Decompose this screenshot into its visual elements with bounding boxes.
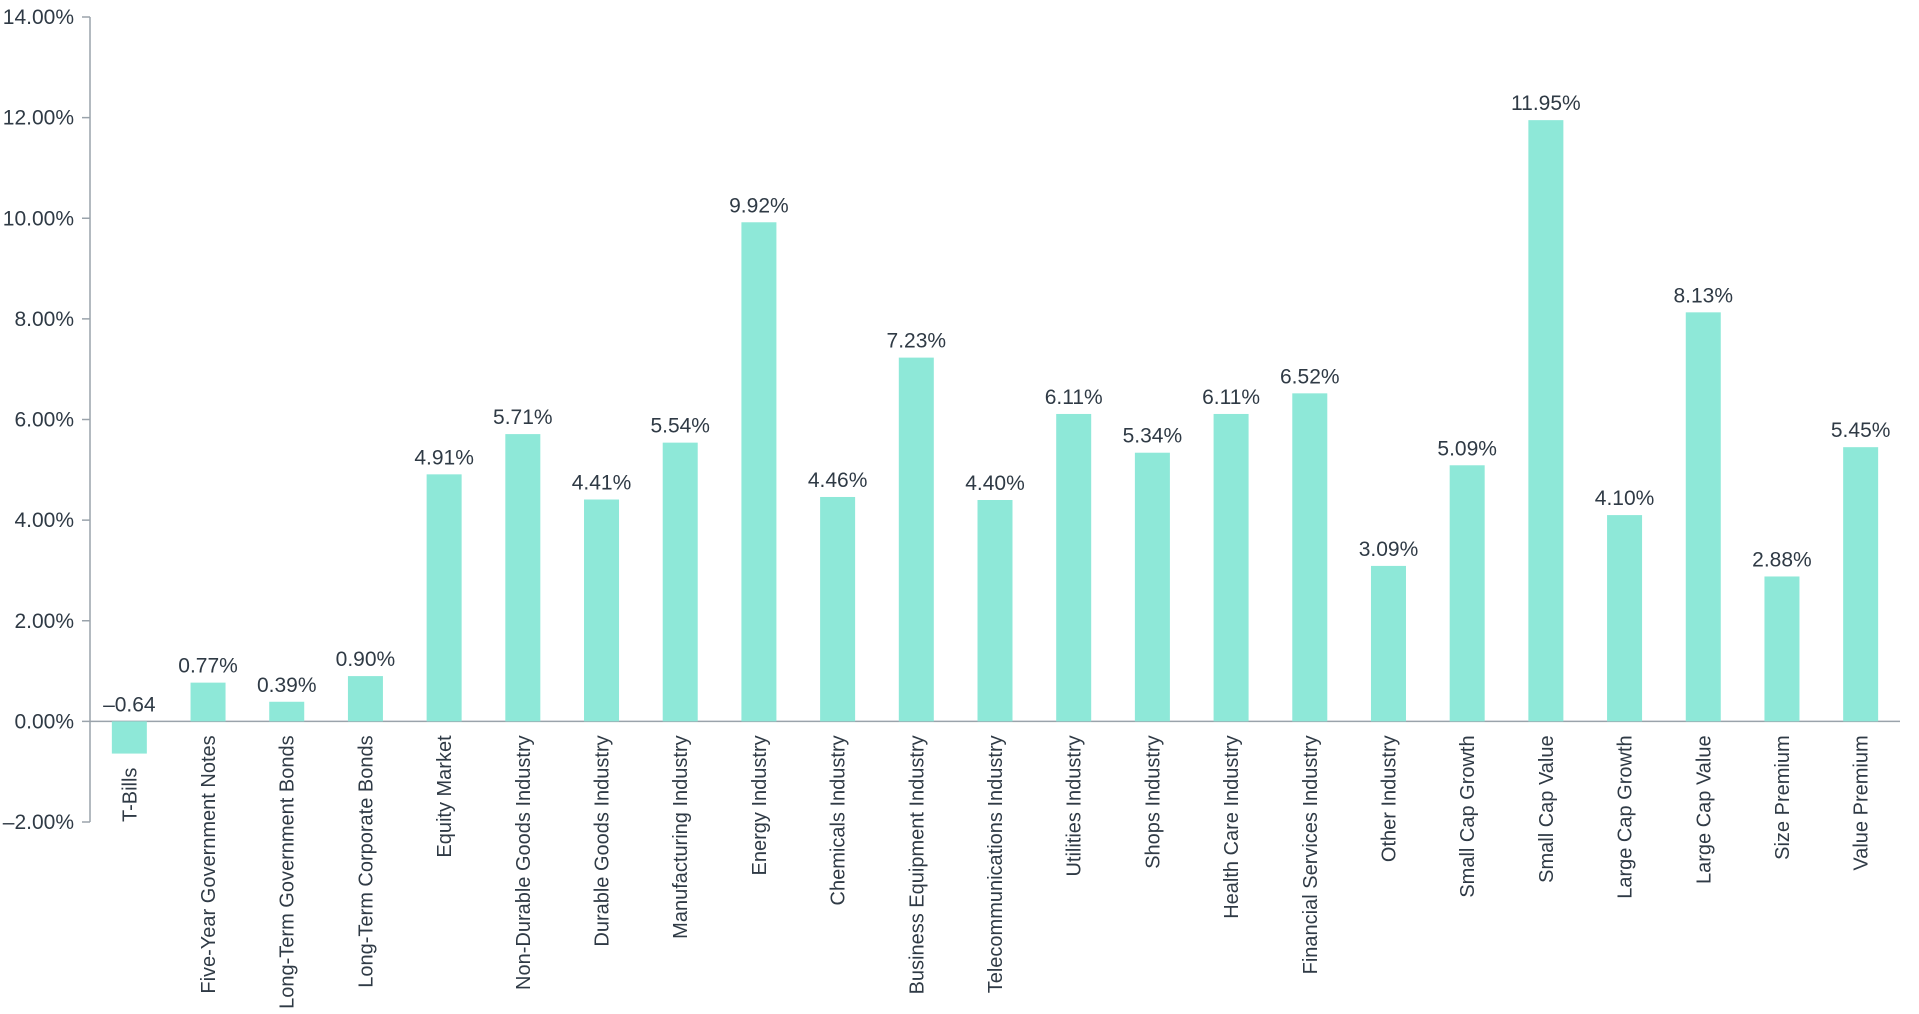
data-label: 4.91% <box>414 446 474 469</box>
bar <box>505 434 541 722</box>
data-label: 0.77% <box>178 655 238 678</box>
bar <box>1213 413 1249 722</box>
bar <box>1685 312 1721 722</box>
data-label: 7.23% <box>887 330 947 353</box>
y-tick-label: 12.00% <box>3 107 74 130</box>
bar <box>1764 576 1800 722</box>
category-label: Financial Services Industry <box>1300 735 1322 974</box>
data-label: 4.41% <box>572 471 632 494</box>
category-label: Value Premium <box>1851 735 1873 870</box>
bar <box>1370 565 1406 722</box>
category-label: Five-Year Government Notes <box>198 735 220 993</box>
y-axis-ticks: –2.00% 0.00% 2.00% 4.00% 6.00% 8.00% 10.00% 12.… <box>3 6 90 834</box>
bar <box>1607 515 1643 722</box>
category-label: Large Cap Growth <box>1615 735 1637 898</box>
data-label: 3.09% <box>1359 538 1419 561</box>
y-tick-label: 10.00% <box>3 207 74 230</box>
bar <box>820 496 856 722</box>
data-label: 5.45% <box>1831 419 1891 442</box>
y-tick-label: 6.00% <box>14 409 74 432</box>
category-label: Manufacturing Industry <box>670 735 692 938</box>
bar <box>977 500 1013 722</box>
bar <box>426 474 462 722</box>
bar <box>741 222 777 722</box>
category-label: Other Industry <box>1378 735 1400 862</box>
bar <box>1528 120 1564 722</box>
category-labels: T-Bills Five-Year Government Notes Long-Te… <box>119 735 1872 1009</box>
data-label: 5.34% <box>1123 425 1183 448</box>
category-label: Telecommunications Industry <box>985 735 1007 993</box>
data-label: 6.52% <box>1280 365 1340 388</box>
y-tick-label: 8.00% <box>14 308 74 331</box>
bar <box>662 442 698 722</box>
bar <box>269 701 305 722</box>
data-label: 4.10% <box>1595 487 1655 510</box>
category-label: Durable Goods Industry <box>592 735 614 946</box>
category-label: Business Equipment Industry <box>906 735 928 994</box>
y-tick-label: 14.00% <box>3 6 74 29</box>
bar <box>347 676 383 722</box>
bars <box>111 120 1879 754</box>
bar <box>190 682 226 722</box>
data-label: 0.90% <box>336 648 396 671</box>
category-label: Small Cap Value <box>1536 735 1558 882</box>
category-label: Small Cap Growth <box>1457 735 1479 897</box>
category-label: T-Bills <box>119 768 141 822</box>
category-label: Large Cap Value <box>1693 735 1715 884</box>
category-label: Equity Market <box>434 735 456 858</box>
data-label: 9.92% <box>729 194 789 217</box>
bar <box>111 721 147 754</box>
data-label: 5.54% <box>650 415 710 438</box>
data-labels: –0.64 0.77% 0.39% 0.90% 4.91% 5.71% 4.41% 5.54%… <box>103 92 1890 716</box>
data-label: 4.40% <box>965 472 1025 495</box>
data-label: 5.09% <box>1437 437 1497 460</box>
data-label: 5.71% <box>493 406 553 429</box>
data-label: 6.11% <box>1202 386 1260 409</box>
category-label: Energy Industry <box>749 735 771 875</box>
data-label: 11.95% <box>1511 92 1581 115</box>
category-label: Health Care Industry <box>1221 735 1243 918</box>
category-label: Long-Term Government Bonds <box>277 735 299 1008</box>
bar <box>584 499 620 722</box>
data-label: 2.88% <box>1752 548 1812 571</box>
y-tick-label: 4.00% <box>14 509 74 532</box>
bar <box>898 357 934 722</box>
bar <box>1449 465 1485 722</box>
data-label: 0.39% <box>257 674 317 697</box>
data-label: 6.11% <box>1045 386 1103 409</box>
bar <box>1843 447 1879 722</box>
category-label: Utilities Industry <box>1064 735 1086 876</box>
data-label: 4.46% <box>808 469 868 492</box>
category-label: Non-Durable Goods Industry <box>513 735 535 990</box>
category-label: Shops Industry <box>1142 735 1164 868</box>
category-label: Size Premium <box>1772 735 1794 859</box>
y-tick-label: –2.00% <box>3 811 74 834</box>
category-label: Chemicals Industry <box>828 735 850 905</box>
y-tick-label: 2.00% <box>14 610 74 633</box>
data-label: –0.64 <box>103 693 156 716</box>
category-label: Long-Term Corporate Bonds <box>355 735 377 987</box>
bar <box>1056 413 1092 722</box>
bar <box>1292 393 1328 722</box>
y-tick-label: 0.00% <box>14 710 74 733</box>
data-label: 8.13% <box>1673 284 1733 307</box>
bar <box>1134 452 1170 722</box>
